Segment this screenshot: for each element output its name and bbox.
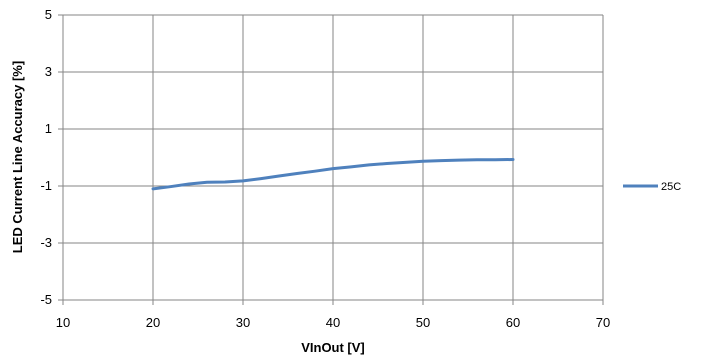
x-tick-labels: 10 20 30 40 50 60 70 [56,315,610,330]
data-point [477,159,478,160]
gridlines [58,14,604,305]
y-tick-label: 1 [45,121,52,136]
x-tick-label: 30 [236,315,250,330]
data-point [333,168,334,169]
y-tick-label: -3 [40,235,52,250]
y-tick-label: -1 [40,178,52,193]
y-tick-label: 3 [45,64,52,79]
x-tick-label: 40 [326,315,340,330]
data-point [153,188,154,189]
y-tick-labels: 5 3 1 -1 -3 -5 [40,7,52,307]
x-tick-label: 20 [146,315,160,330]
x-tick-label: 60 [506,315,520,330]
data-point [189,184,190,185]
data-point [495,159,496,160]
legend-label-25c: 25C [661,181,681,193]
x-tick-label: 50 [416,315,430,330]
data-point [261,178,262,179]
data-point [369,164,370,165]
data-point [351,166,352,167]
x-tick-label: 70 [596,315,610,330]
data-point [513,159,514,160]
data-point [405,162,406,163]
data-point [315,171,316,172]
data-point [297,173,298,174]
data-point [423,161,424,162]
y-axis-title: LED Current Line Accuracy [%] [10,61,25,253]
data-point [207,182,208,183]
y-tick-label: 5 [45,7,52,22]
data-point [171,186,172,187]
series-group [151,157,515,191]
data-point [225,182,226,183]
x-axis-title: VInOut [V] [301,340,365,355]
data-point [243,180,244,181]
y-tick-label: -5 [40,292,52,307]
data-point [279,176,280,177]
legend: 25C [623,181,681,193]
data-point [441,160,442,161]
series-line-25c [151,157,515,191]
data-point [459,160,460,161]
data-point [387,163,388,164]
x-tick-label: 10 [56,315,70,330]
